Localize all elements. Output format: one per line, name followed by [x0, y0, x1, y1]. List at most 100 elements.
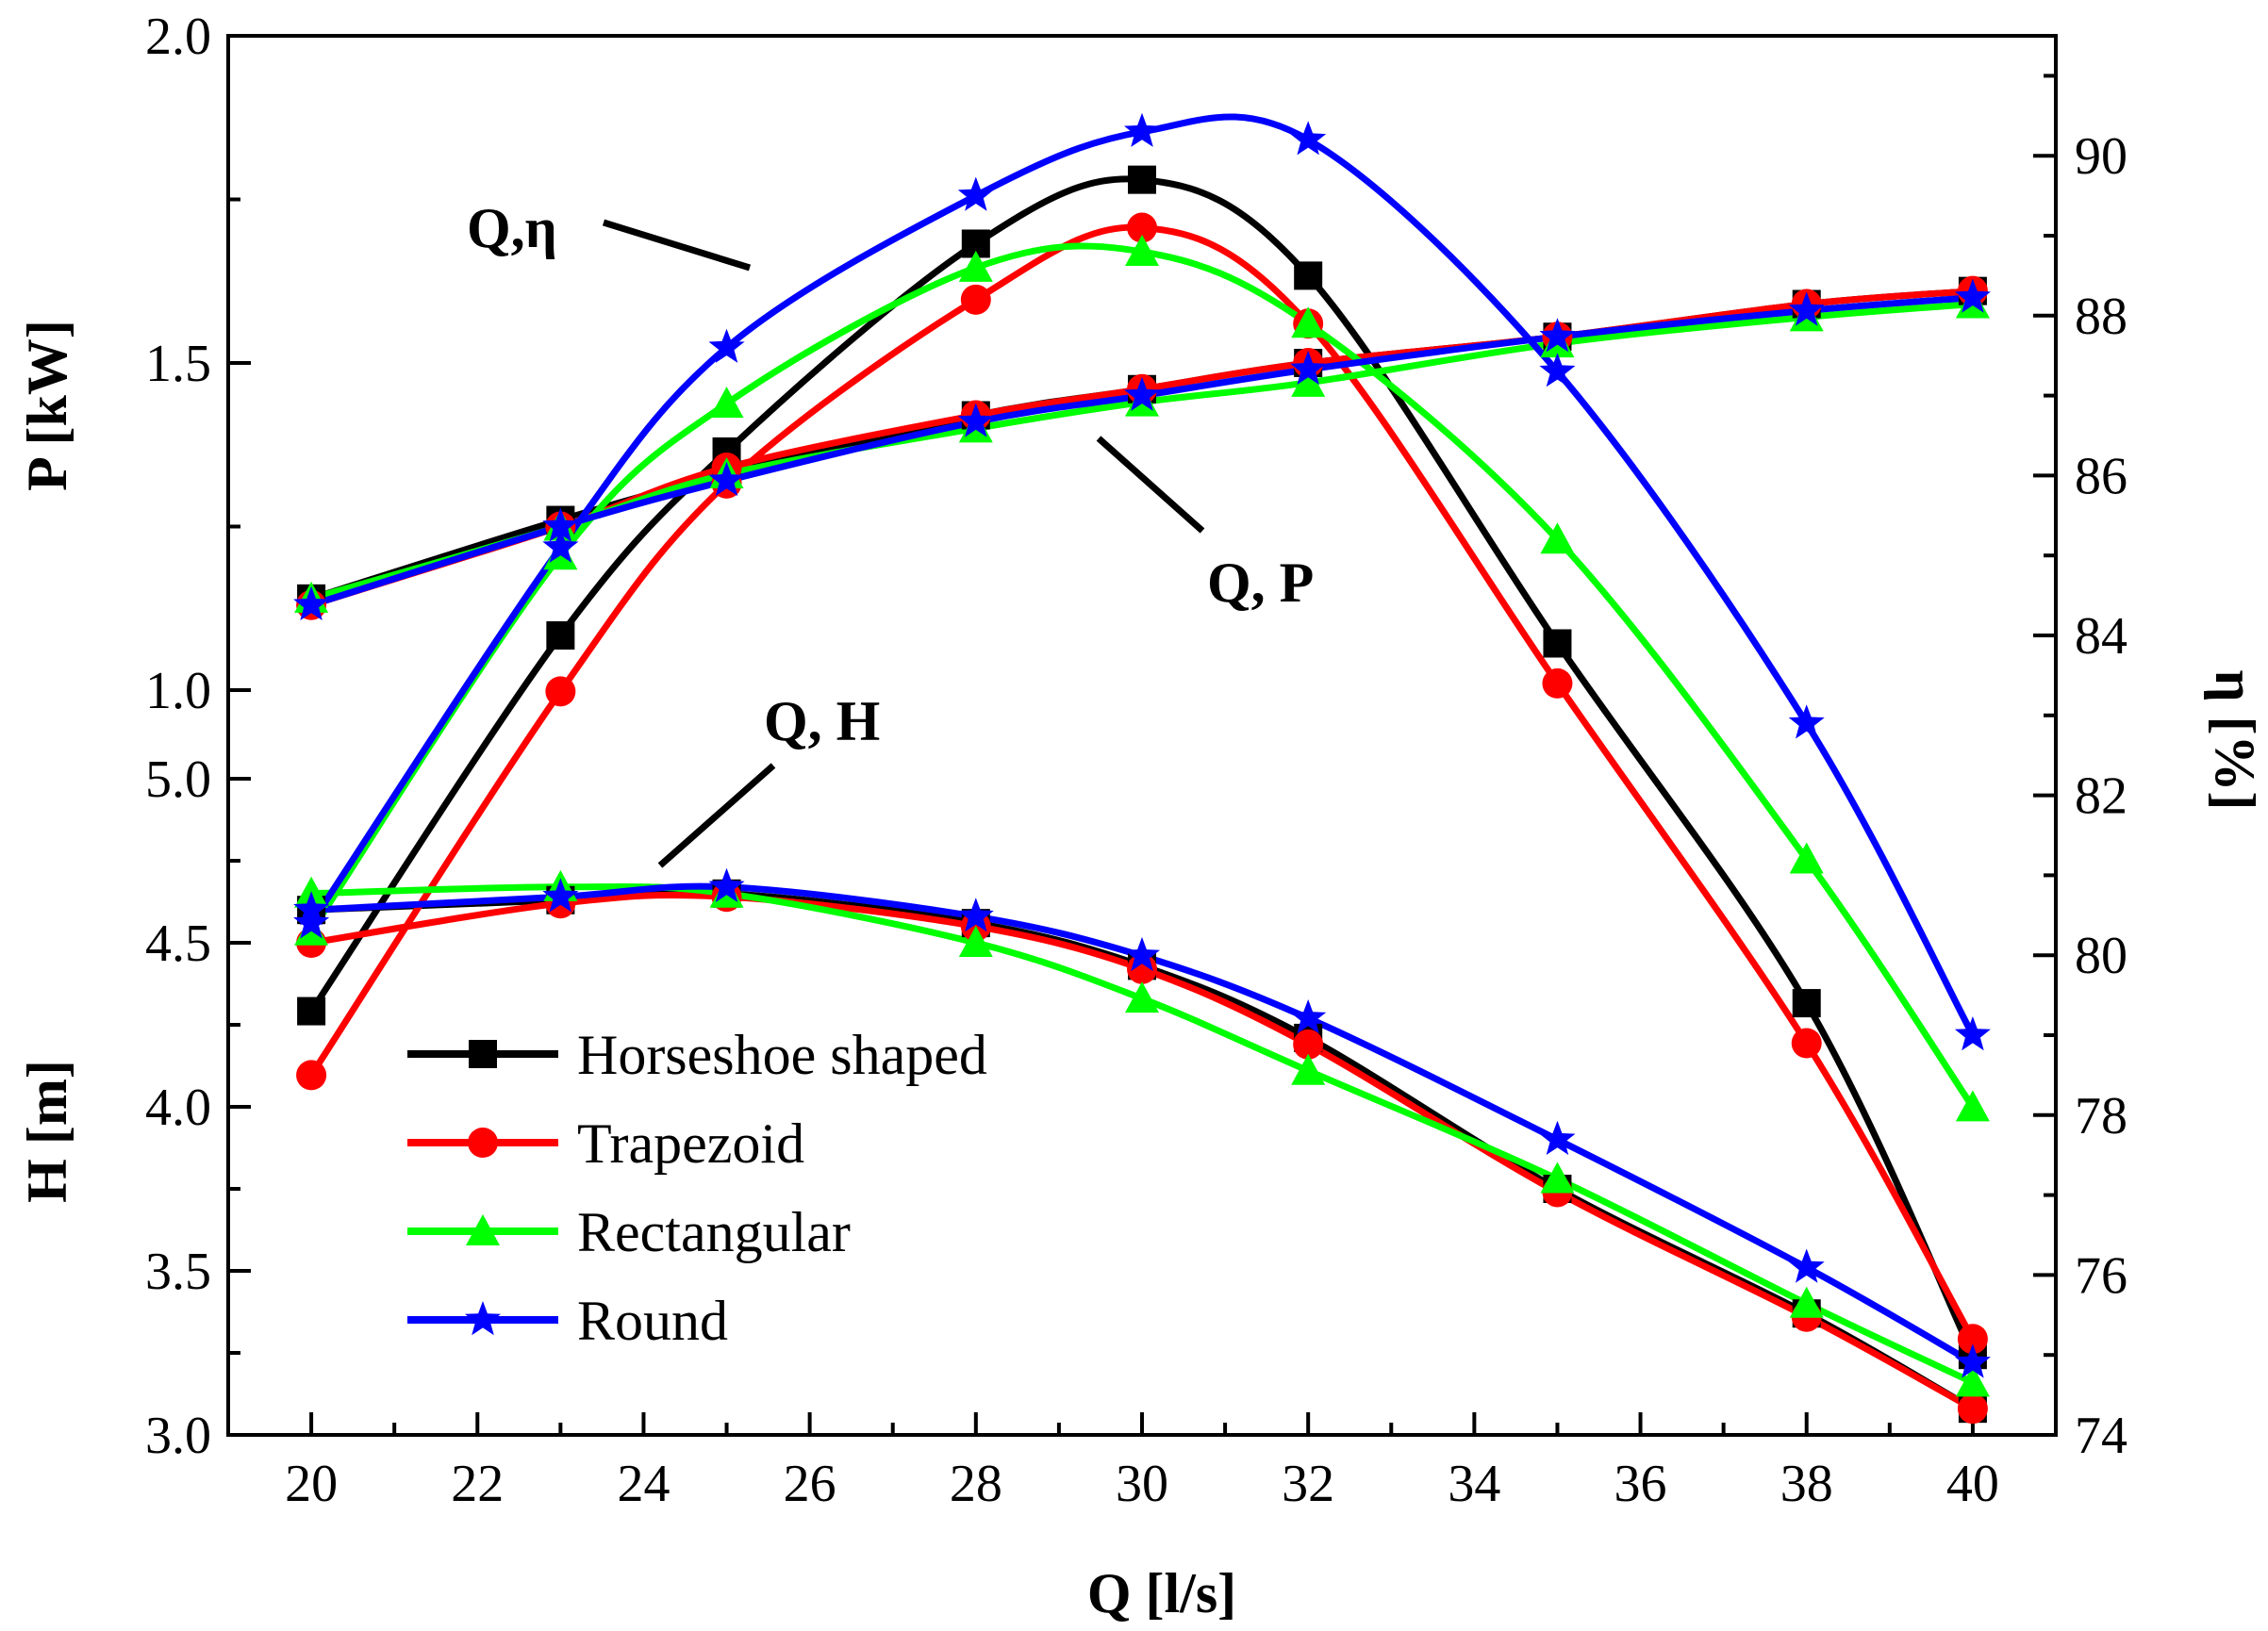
eta-tick-label: 78	[2075, 1087, 2127, 1145]
h-tick-label: 4.0	[145, 1079, 211, 1137]
data-point-round-efficiency	[1954, 1016, 1991, 1051]
data-point-rectangular-head	[1955, 1365, 1990, 1397]
legend-marker-horseshoe-shaped	[469, 1040, 497, 1068]
x-tick-label: 30	[1116, 1455, 1168, 1513]
h-tick-label: 3.0	[145, 1407, 211, 1465]
data-point-round-power	[1954, 278, 1991, 313]
series-line-round-efficiency	[308, 113, 1976, 1037]
data-point-rectangular-power	[1291, 365, 1326, 397]
x-tick-label: 28	[950, 1455, 1002, 1513]
legend-label-trapezoid: Trapezoid	[577, 1112, 804, 1175]
annotation-leader-head	[657, 763, 776, 868]
data-point-round-power	[542, 507, 579, 542]
y-axis-title-power: P [kW]	[16, 320, 78, 491]
data-point-rectangular-efficiency	[1789, 842, 1824, 874]
data-point-trapezoid-efficiency	[545, 676, 576, 707]
eta-tick-label: 74	[2075, 1407, 2127, 1465]
data-point-round-head	[708, 867, 745, 902]
h-tick-label: 4.5	[145, 914, 211, 973]
data-point-rectangular-head	[1125, 981, 1159, 1013]
x-tick-label: 26	[784, 1455, 836, 1513]
x-tick-label: 24	[617, 1455, 670, 1513]
data-point-round-head	[957, 898, 994, 932]
h-tick-label: 5.0	[145, 750, 211, 809]
data-point-round-power	[957, 403, 994, 437]
x-tick-label: 38	[1780, 1455, 1833, 1513]
data-point-round-efficiency	[957, 176, 994, 211]
x-tick-label: 40	[1946, 1455, 1999, 1513]
eta-tick-label: 82	[2075, 767, 2127, 826]
data-point-horseshoe-shaped-efficiency	[1792, 989, 1821, 1018]
data-point-trapezoid-head	[1957, 1393, 1988, 1425]
data-point-round-efficiency	[1290, 121, 1327, 156]
data-point-round-power	[708, 461, 745, 497]
data-point-rectangular-head	[958, 926, 993, 957]
data-point-trapezoid-efficiency	[1127, 212, 1157, 243]
data-point-round-efficiency	[293, 904, 330, 939]
data-point-rectangular-head	[1291, 1053, 1326, 1085]
legend-label-horseshoe-shaped: Horseshoe shaped	[577, 1024, 987, 1086]
data-point-round-efficiency	[542, 528, 579, 563]
data-point-trapezoid-efficiency	[960, 284, 991, 315]
data-point-round-power	[1539, 318, 1576, 353]
data-point-trapezoid-efficiency	[1957, 1324, 1988, 1355]
data-point-trapezoid-efficiency	[1542, 667, 1573, 699]
data-point-round-power	[1124, 376, 1160, 411]
data-point-rectangular-efficiency	[1291, 306, 1326, 338]
eta-tick-label: 80	[2075, 927, 2127, 985]
eta-tick-label: 88	[2075, 288, 2127, 346]
x-tick-label: 20	[285, 1455, 338, 1513]
annotation-leader-eta	[602, 219, 752, 272]
data-point-horseshoe-shaped-efficiency	[546, 621, 575, 650]
p-tick-label: 2.0	[145, 8, 211, 66]
annotations	[602, 219, 1205, 868]
data-point-trapezoid-head	[1293, 1029, 1324, 1060]
axis-ticks: 20 22 24 26 28 30 32 34 36 38 40 1.0 1.5 2.0 3.0 3.5 4.0…	[145, 8, 2127, 1513]
data-point-rectangular-efficiency	[709, 387, 744, 419]
eta-tick-label: 90	[2075, 127, 2127, 186]
p-tick-label: 1.0	[145, 662, 211, 720]
data-point-round-head	[542, 878, 579, 913]
data-point-trapezoid-efficiency	[296, 1060, 327, 1091]
annotation-label-power: Q, P	[1207, 552, 1314, 614]
data-point-rectangular-efficiency	[1540, 522, 1575, 554]
x-tick-label: 36	[1614, 1455, 1667, 1513]
data-point-round-head	[1290, 999, 1327, 1034]
data-point-rectangular-head	[1789, 1286, 1824, 1318]
eta-tick-label: 76	[2075, 1246, 2127, 1305]
data-point-round-efficiency	[708, 328, 745, 363]
p-tick-label: 1.5	[145, 335, 211, 393]
data-point-round-head	[1954, 1343, 1991, 1378]
eta-tick-label: 84	[2075, 607, 2127, 666]
data-point-round-head	[1788, 1248, 1825, 1283]
data-point-rectangular-efficiency	[958, 250, 993, 282]
legend-marker-trapezoid	[468, 1128, 498, 1158]
data-point-round-head	[1539, 1120, 1576, 1155]
legend-marker-round	[465, 1301, 501, 1336]
data-point-rectangular-head	[1540, 1161, 1575, 1194]
eta-tick-label: 86	[2075, 447, 2127, 505]
data-point-round-efficiency	[1788, 704, 1825, 739]
data-point-horseshoe-shaped-efficiency	[1543, 629, 1572, 658]
x-axis-title: Q [l/s]	[1087, 1562, 1236, 1624]
legend-marker-rectangular	[466, 1214, 500, 1245]
data-point-horseshoe-shaped-efficiency	[1294, 261, 1323, 290]
data-point-rectangular-efficiency	[1955, 1090, 1990, 1122]
data-point-round-efficiency	[1124, 112, 1160, 147]
annotation-label-head: Q, H	[764, 690, 880, 752]
data-point-round-head	[293, 891, 330, 926]
legend: Horseshoe shaped Trapezoid Rectangular Roun…	[407, 1024, 987, 1352]
data-point-round-power	[1290, 350, 1327, 386]
legend-label-round: Round	[577, 1290, 728, 1352]
series-line-horseshoe-shaped-efficiency	[308, 175, 1977, 1357]
data-point-trapezoid-efficiency	[1791, 1028, 1822, 1059]
y-axis-title-efficiency: η [%]	[2204, 669, 2266, 810]
series-markers	[293, 112, 1991, 1425]
annotation-label-eta: Q,η	[467, 197, 557, 259]
x-tick-label: 34	[1448, 1455, 1500, 1513]
h-tick-label: 3.5	[145, 1243, 211, 1301]
data-point-round-power	[1788, 291, 1825, 326]
y-axis-title-head: H [m]	[16, 1060, 78, 1203]
data-point-horseshoe-shaped-efficiency	[297, 997, 326, 1026]
